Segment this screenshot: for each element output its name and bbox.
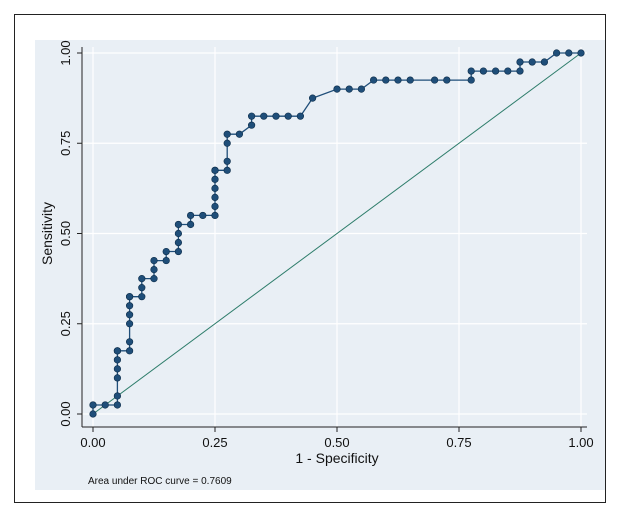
roc-point-52 [345, 85, 353, 93]
roc-point-26 [174, 238, 182, 247]
roc-point-53 [357, 85, 366, 93]
roc-point-66 [516, 58, 524, 66]
roc-point-24 [162, 247, 170, 256]
auc-annotation: Area under ROC curve = 0.7609 [88, 476, 232, 487]
roc-point-32 [211, 211, 219, 220]
roc-point-71 [577, 49, 585, 57]
roc-point-22 [150, 256, 158, 265]
roc-point-27 [174, 229, 182, 238]
roc-point-7 [113, 356, 121, 364]
roc-point-29 [187, 220, 195, 229]
roc-point-48 [284, 112, 292, 120]
roc-point-20 [150, 275, 158, 283]
roc-point-60 [467, 76, 475, 84]
roc-point-39 [223, 166, 231, 174]
roc-point-10 [126, 347, 134, 355]
roc-point-28 [174, 220, 182, 229]
roc-point-4 [113, 392, 121, 400]
roc-point-54 [370, 76, 378, 84]
x-tick-label-0: 0.00 [80, 435, 105, 450]
roc-point-56 [394, 76, 402, 84]
x-tick-label-3: 0.75 [446, 435, 471, 450]
plot-panel [35, 40, 605, 490]
roc-point-70 [565, 49, 573, 57]
roc-point-34 [211, 193, 219, 201]
roc-point-42 [223, 130, 231, 138]
roc-point-65 [516, 67, 524, 75]
roc-point-30 [187, 211, 195, 220]
roc-point-36 [211, 175, 219, 183]
roc-point-9 [113, 347, 121, 355]
roc-point-0 [89, 410, 97, 418]
roc-point-40 [223, 157, 231, 165]
x-tick-label-4: 1.00 [568, 435, 593, 450]
roc-point-50 [309, 94, 317, 102]
roc-point-49 [296, 112, 305, 120]
roc-point-55 [382, 76, 390, 84]
roc-point-68 [540, 58, 549, 66]
roc-point-58 [431, 76, 439, 84]
roc-point-12 [126, 320, 134, 328]
roc-point-17 [138, 293, 146, 301]
roc-point-33 [211, 202, 219, 211]
y-tick-label-4: 1.00 [58, 40, 73, 65]
roc-point-6 [113, 365, 121, 373]
roc-point-2 [101, 401, 109, 409]
roc-point-61 [467, 67, 475, 75]
roc-point-43 [235, 130, 243, 138]
roc-point-19 [138, 275, 146, 283]
roc-point-64 [504, 67, 512, 75]
x-tick-label-1: 0.25 [202, 435, 227, 450]
roc-point-35 [211, 184, 219, 192]
roc-point-25 [174, 247, 182, 256]
y-tick-label-0: 0.00 [58, 401, 73, 426]
x-axis-title: 1 - Specificity [295, 450, 378, 466]
roc-point-63 [492, 67, 500, 75]
roc-point-1 [89, 401, 97, 409]
roc-point-51 [333, 85, 341, 93]
roc-point-69 [552, 49, 561, 57]
roc-point-41 [223, 139, 231, 147]
y-axis-title: Sensitivity [39, 202, 55, 265]
roc-point-47 [272, 112, 280, 120]
roc-point-59 [443, 76, 451, 84]
roc-point-31 [199, 211, 207, 220]
grid-lines [82, 47, 587, 427]
roc-point-23 [162, 256, 170, 265]
roc-point-14 [126, 302, 134, 310]
roc-point-57 [406, 76, 414, 84]
roc-point-3 [113, 401, 121, 409]
roc-point-11 [126, 338, 134, 346]
roc-point-21 [150, 266, 158, 274]
reference-line [92, 52, 582, 415]
roc-point-5 [113, 374, 121, 382]
roc-point-46 [260, 112, 268, 120]
roc-point-38 [211, 166, 219, 174]
roc-point-13 [126, 311, 134, 319]
y-tick-label-1: 0.25 [58, 311, 73, 336]
y-tick-label-3: 0.75 [58, 131, 73, 156]
roc-point-16 [126, 293, 134, 301]
roc-point-45 [248, 112, 256, 120]
roc-curve-markers [89, 49, 585, 418]
roc-point-67 [528, 58, 536, 66]
roc-point-18 [138, 284, 146, 292]
roc-point-44 [248, 121, 256, 129]
tick-labels: 0.00 0.25 0.50 0.75 1.00 0.00 0.25 0.50 0.75 1.00 [58, 40, 594, 450]
roc-point-62 [479, 67, 488, 75]
axes [77, 47, 587, 432]
x-tick-label-2: 0.50 [324, 435, 349, 450]
y-tick-label-2: 0.50 [58, 221, 73, 246]
